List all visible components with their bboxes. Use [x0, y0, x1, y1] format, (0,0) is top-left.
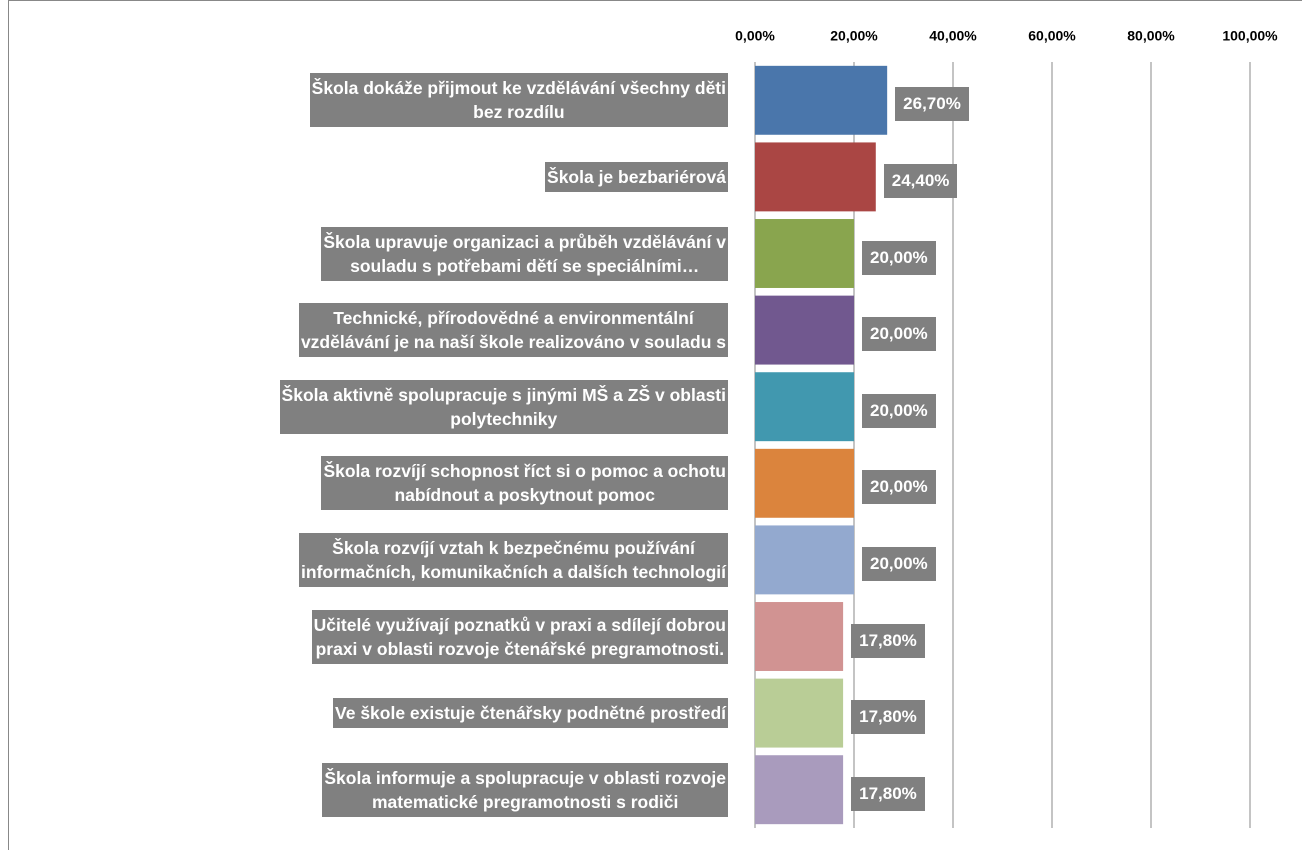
x-tick-label: 40,00% [929, 28, 977, 44]
bar [755, 372, 854, 442]
category-label: Škola je bezbariérová [545, 161, 728, 192]
category-label: Technické, přírodovědné a environmentáln… [298, 303, 728, 358]
x-tick-label: 80,00% [1127, 28, 1175, 44]
value-label: 26,70% [895, 87, 969, 122]
value-label: 20,00% [862, 470, 936, 505]
category-label: Škola upravuje organizaci a průběh vzděl… [321, 226, 728, 281]
category-label: Škola rozvíjí vztah k bezpečnému používá… [299, 532, 728, 587]
x-tick-label: 0,00% [735, 28, 775, 44]
bar [755, 142, 876, 212]
bar [755, 65, 888, 135]
category-label: Škola aktivně spolupracuje s jinými MŠ a… [279, 379, 728, 434]
value-label: 20,00% [862, 240, 936, 275]
x-tick-label: 100,00% [1222, 28, 1278, 44]
category-label: Učitelé využívají poznatků v praxi a sdí… [311, 609, 728, 664]
bar [755, 678, 844, 748]
bar [755, 755, 844, 825]
x-tick-label: 60,00% [1028, 28, 1076, 44]
category-label: Škola informuje a spolupracuje v oblasti… [322, 762, 728, 817]
bar [755, 448, 854, 518]
category-label: Škola dokáže přijmout ke vzdělávání všec… [309, 73, 728, 128]
chart-frame [8, 0, 1302, 850]
category-label: Ve škole existuje čtenářsky podnětné pro… [333, 698, 728, 729]
value-label: 17,80% [851, 700, 925, 735]
value-label: 20,00% [862, 546, 936, 581]
bar [755, 295, 854, 365]
category-label: Škola rozvíjí schopnost říct si o pomoc … [321, 456, 728, 511]
x-tick-label: 20,00% [830, 28, 878, 44]
value-label: 17,80% [851, 623, 925, 658]
value-label: 17,80% [851, 776, 925, 811]
value-label: 20,00% [862, 393, 936, 428]
bar [755, 602, 844, 671]
value-label: 24,40% [883, 163, 958, 198]
bar [755, 219, 854, 288]
value-label: 20,00% [862, 317, 936, 352]
bar [755, 525, 854, 595]
